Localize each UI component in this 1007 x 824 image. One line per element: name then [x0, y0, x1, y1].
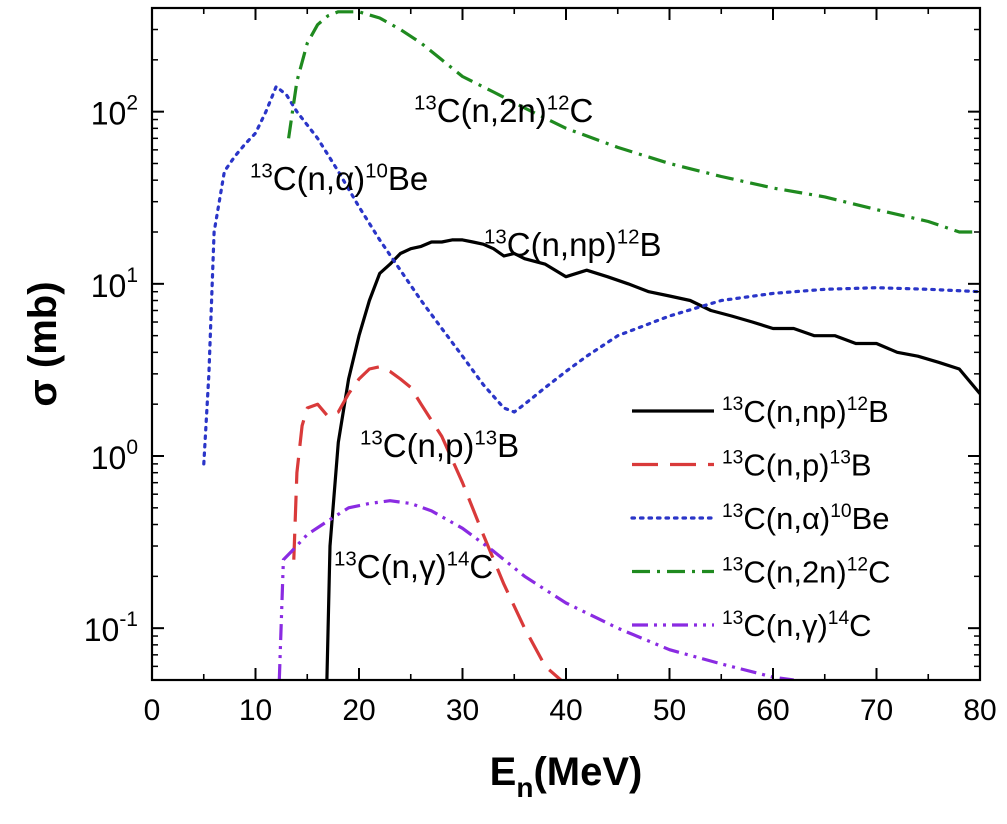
x-tick-label: 10: [239, 694, 272, 727]
annotation-p: 13C(n,p)13B: [360, 426, 519, 464]
x-axis-title: En(MeV): [490, 750, 643, 803]
y-tick-label: 101: [91, 264, 138, 304]
legend: 13C(n,np)12B 13C(n,p)13B 13C(n,α)10Be 13C(n…: [630, 394, 891, 643]
legend-label-np: 13C(n,np)12B: [722, 394, 889, 429]
series-line-alpha: [202, 84, 980, 466]
x-tick-label: 50: [653, 694, 686, 727]
y-axis-title: σ (mb): [21, 281, 65, 406]
annotation-alpha: 13C(n,α)10Be: [250, 159, 428, 197]
x-tick-label: 60: [756, 694, 789, 727]
series-line-p: [292, 365, 562, 680]
series-line-gamma: [277, 499, 794, 680]
annotation-layer: 13C(n,2n)12C 13C(n,α)10Be 13C(n,np)12B 13C(…: [250, 91, 662, 585]
axes: 0 10 20 30 40 50 60 70 80 10-1 100 101 102 En(MeV) σ (…: [21, 6, 997, 803]
x-tick-label: 20: [342, 694, 375, 727]
series-line-np: [325, 238, 980, 680]
series-layer: [202, 10, 980, 680]
legend-label-p: 13C(n,p)13B: [722, 448, 872, 483]
x-tick-label: 40: [549, 694, 582, 727]
annotation-2n: 13C(n,2n)12C: [414, 91, 593, 129]
annotation-gamma: 13C(n,γ)14C: [334, 547, 493, 585]
y-tick-label: 102: [91, 92, 138, 132]
legend-label-alpha: 13C(n,α)10Be: [722, 501, 889, 536]
annotation-np: 13C(n,np)12B: [484, 225, 662, 263]
y-tick-label: 10-1: [84, 608, 138, 648]
x-tick-label: 0: [144, 694, 161, 727]
legend-label-gamma: 13C(n,γ)14C: [722, 608, 872, 643]
x-tick-label: 70: [860, 694, 893, 727]
series-line-2n: [287, 10, 980, 234]
legend-label-2n: 13C(n,2n)12C: [722, 555, 891, 590]
x-tick-label: 30: [446, 694, 479, 727]
x-tick-label: 80: [963, 694, 996, 727]
y-tick-label: 100: [91, 436, 138, 476]
